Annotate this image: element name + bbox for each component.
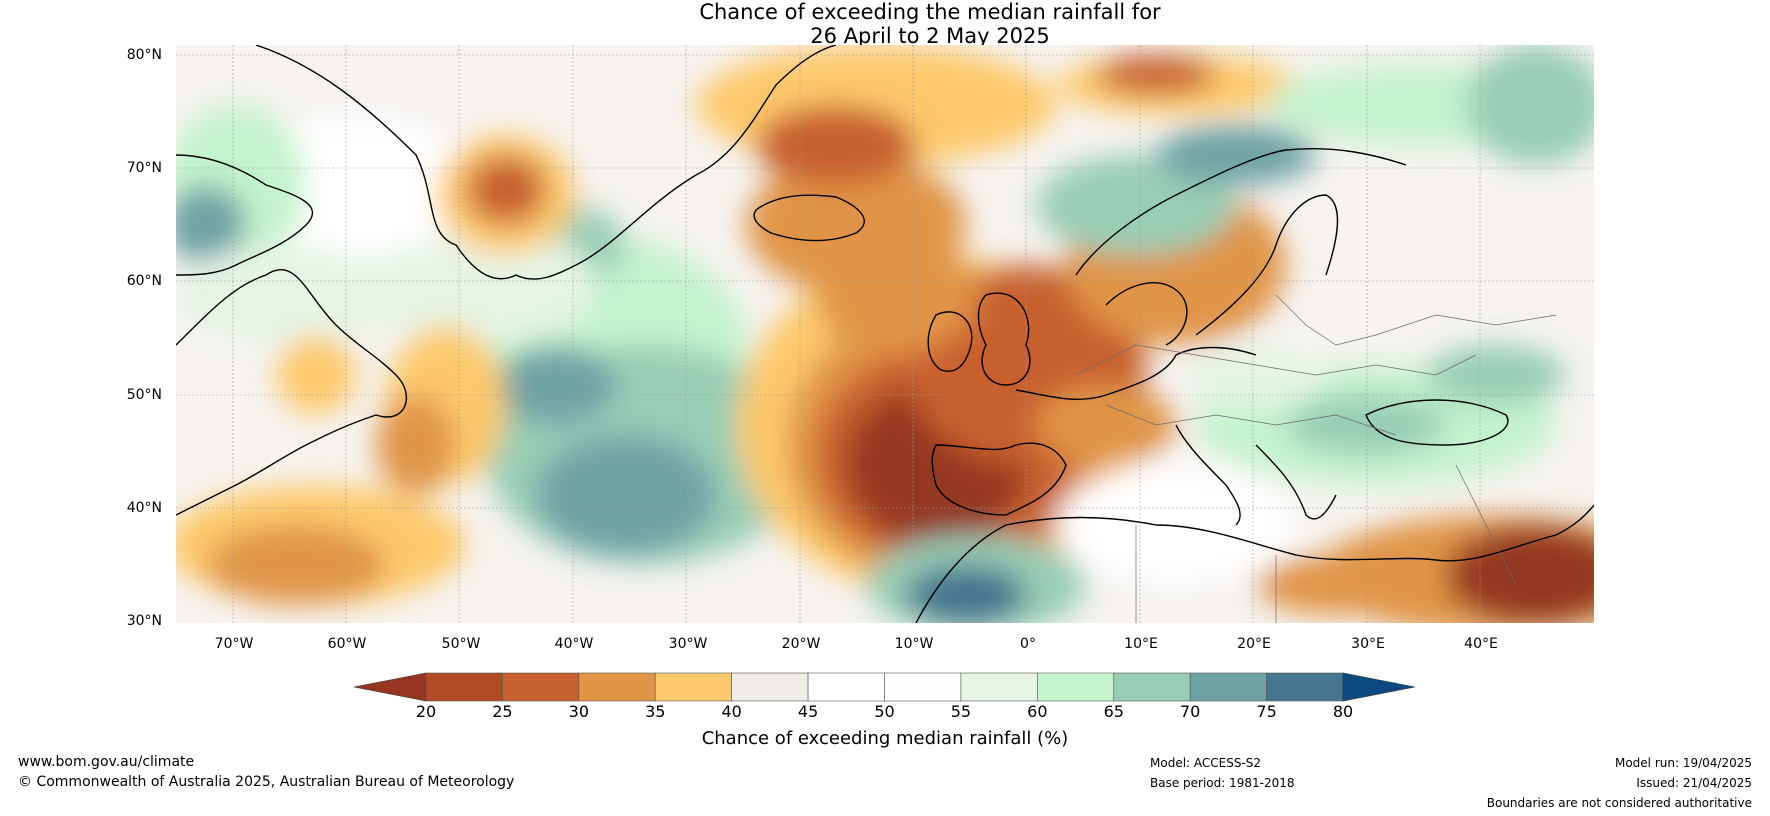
lat-label-70n: 70°N [126, 160, 162, 176]
title-line-2: 26 April to 2 May 2025 [810, 24, 1050, 48]
colorbar-tick-label: 50 [874, 702, 895, 721]
footer-issued: Issued: 21/04/2025 [1636, 776, 1752, 790]
colorbar-tick-label: 40 [721, 702, 742, 721]
colorbar-bin [425, 672, 503, 702]
colorbar-bin [578, 672, 656, 702]
lat-label-50n: 50°N [126, 387, 162, 403]
footer-base-period: Base period: 1981-2018 [1150, 776, 1295, 790]
colorbar-extend-low [353, 672, 427, 702]
lat-label-80n: 80°N [126, 47, 162, 63]
lon-label-20w: 20°W [781, 636, 821, 652]
lon-label-30e: 30°E [1351, 636, 1385, 652]
lon-label-40w: 40°W [554, 636, 594, 652]
lat-label-40n: 40°N [126, 500, 162, 516]
rainfall-map [176, 45, 1594, 623]
footer-model-run: Model run: 19/04/2025 [1614, 756, 1752, 770]
lon-label-20e: 20°E [1237, 636, 1271, 652]
colorbar-bin [502, 672, 580, 702]
map-canvas [176, 45, 1594, 623]
colorbar-tick-label: 25 [492, 702, 513, 721]
colorbar-bin [1266, 672, 1344, 702]
colorbar-tick-label: 65 [1103, 702, 1124, 721]
lon-label-30w: 30°W [668, 636, 708, 652]
colorbar-tick-label: 35 [645, 702, 666, 721]
colorbar-tick-label: 70 [1179, 702, 1201, 721]
colorbar-bin [1113, 672, 1191, 702]
colorbar-tick-label: 30 [568, 702, 589, 721]
colorbar-bin [731, 672, 809, 702]
colorbar-label: Chance of exceeding median rainfall (%) [701, 728, 1069, 749]
lat-label-30n: 30°N [126, 613, 162, 629]
lon-label-0: 0° [1020, 636, 1036, 652]
lon-label-60w: 60°W [327, 636, 367, 652]
footer-url: www.bom.gov.au/climate [18, 754, 195, 770]
colorbar-bin [884, 672, 962, 702]
colorbar-tick-label: 80 [1332, 702, 1354, 721]
colorbar-tick-label: 20 [415, 702, 437, 721]
coastlines [176, 45, 1594, 623]
footer-model: Model: ACCESS-S2 [1150, 756, 1262, 770]
title-line-1: Chance of exceeding the median rainfall … [699, 0, 1161, 24]
graticule [176, 45, 1594, 623]
lon-label-10w: 10°W [894, 636, 934, 652]
colorbar-tick-label: 60 [1027, 702, 1048, 721]
lon-label-40e: 40°E [1464, 636, 1498, 652]
colorbar-tick-label: 75 [1256, 702, 1277, 721]
lat-label-60n: 60°N [126, 273, 162, 289]
colorbar-bin [1037, 672, 1115, 702]
colorbar-bin [1189, 672, 1267, 702]
footer-copyright: © Commonwealth of Australia 2025, Austra… [18, 774, 515, 790]
borders [1075, 294, 1557, 623]
colorbar-tick-label: 55 [950, 702, 972, 721]
map-title: Chance of exceeding the median rainfall … [0, 0, 1770, 48]
lon-label-50w: 50°W [441, 636, 481, 652]
colorbar-bin [960, 672, 1038, 702]
lon-label-70w: 70°W [214, 636, 254, 652]
colorbar-bin [654, 672, 732, 702]
lon-label-10e: 10°E [1124, 636, 1158, 652]
colorbar-bin [807, 672, 885, 702]
colorbar-extend-high [1342, 672, 1416, 702]
colorbar-tick-label: 45 [797, 702, 819, 721]
footer-disclaimer: Boundaries are not considered authoritat… [1486, 796, 1752, 810]
